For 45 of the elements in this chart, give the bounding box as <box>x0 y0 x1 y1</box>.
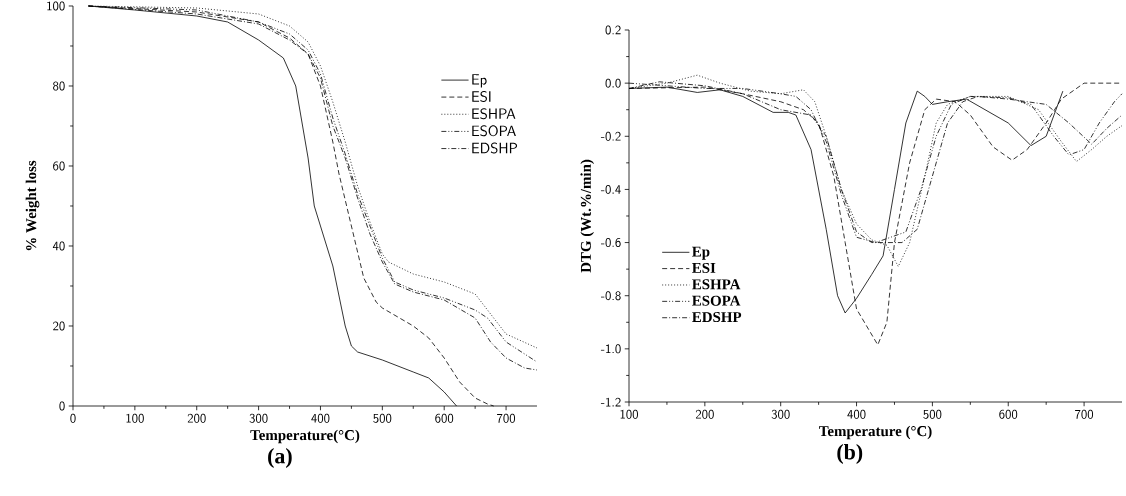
y-tick-label: -1.2 <box>600 397 621 407</box>
x-tick-label: 300 <box>249 413 268 423</box>
x-tick-label: 400 <box>311 413 330 423</box>
x-tick-label: 600 <box>999 409 1018 419</box>
x-tick-label: 0 <box>70 413 76 423</box>
x-tick-label: 700 <box>1075 409 1094 419</box>
x-tick-label: 200 <box>187 413 206 423</box>
x-tick-label: 700 <box>497 413 516 423</box>
x-tick-label: 100 <box>620 409 638 419</box>
x-tick-label: 400 <box>847 409 866 419</box>
legend-label: Ep <box>472 74 487 88</box>
text: (a) <box>268 448 292 468</box>
legend-label: EDSHP <box>472 142 518 154</box>
y-axis-title: % Weight loss <box>25 160 40 251</box>
y-tick-label: 80 <box>53 81 65 91</box>
y-tick-label: -0.8 <box>600 291 621 301</box>
y-tick-label: 0 <box>59 401 65 411</box>
x-tick-label: 500 <box>373 413 392 423</box>
y-tick-label: 0.0 <box>605 78 621 88</box>
legend-label: ESOPA <box>472 125 516 137</box>
x-tick-label: 100 <box>126 413 144 423</box>
x-axis-title: Temperature(°C) <box>250 429 360 444</box>
y-tick-label: 100 <box>47 1 65 11</box>
legend-label: ESHPA <box>692 279 741 290</box>
y-tick-label: 0.2 <box>605 25 621 35</box>
y-tick-label: 20 <box>53 321 65 331</box>
x-tick-label: 500 <box>923 409 942 419</box>
y-tick-label: 40 <box>52 241 65 251</box>
legend-label: ESOPA <box>692 295 741 306</box>
y-tick-label: -1.0 <box>600 344 621 354</box>
legend-label: EDSHP <box>692 312 742 323</box>
legend-label: ESI <box>472 91 491 102</box>
x-tick-label: 300 <box>771 409 790 419</box>
legend-label: Ep <box>692 246 710 260</box>
x-tick-label: 200 <box>695 409 714 419</box>
legend-label: ESI <box>692 262 716 273</box>
y-tick-label: -0.4 <box>600 184 621 194</box>
y-tick-label: -0.2 <box>600 131 621 141</box>
x-axis-title: Temperature (°C) <box>819 425 932 440</box>
y-tick-label: 60 <box>53 161 65 171</box>
y-tick-label: -0.6 <box>600 238 621 248</box>
x-tick-label: 600 <box>435 413 454 423</box>
legend-label: ESHPA <box>472 108 516 120</box>
y-axis-title: DTG (Wt.%/min) <box>580 159 594 273</box>
text: (b) <box>837 444 863 464</box>
